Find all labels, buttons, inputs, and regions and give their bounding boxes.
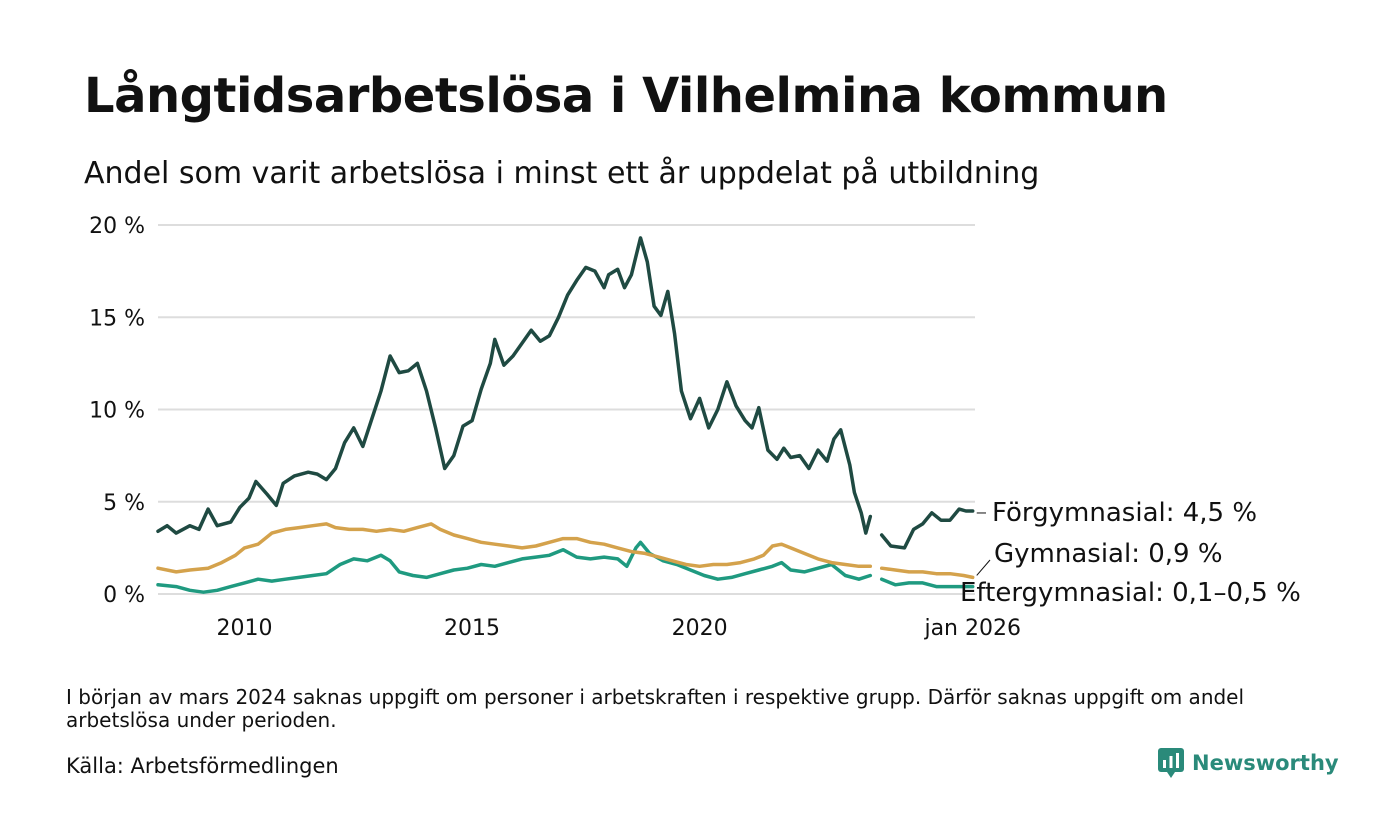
y-tick-label: 20 %	[89, 214, 145, 239]
source-credit: Källa: Arbetsförmedlingen	[66, 754, 339, 778]
x-tick-label: 2020	[672, 616, 728, 641]
grid-lines	[158, 224, 975, 595]
y-tick-label: 10 %	[89, 399, 145, 424]
series-label-förgymnasial: Förgymnasial: 4,5 %	[992, 498, 1257, 528]
series-lines	[156, 236, 975, 594]
x-tick-label: 2010	[216, 616, 272, 641]
x-tick-label: 2015	[444, 616, 500, 641]
series-line-förgymnasial	[879, 507, 975, 550]
series-line-gymnasial	[879, 566, 975, 580]
brand-logo[interactable]: Newsworthy	[1158, 748, 1339, 778]
series-label-gymnasial: Gymnasial: 0,9 %	[994, 539, 1223, 569]
label-leader-line	[976, 559, 991, 576]
series-line-förgymnasial	[156, 236, 873, 535]
series-end-labels: Förgymnasial: 4,5 % Gymnasial: 0,9 % Efter…	[960, 498, 1301, 608]
y-tick-label: 15 %	[89, 306, 145, 331]
x-tick-label: jan 2026	[923, 616, 1021, 641]
line-chart: 0 %5 %10 %15 %20 % 2010 2015 2020 jan 2026 …	[89, 214, 1301, 641]
x-axis-ticks: 2010 2015 2020 jan 2026	[216, 616, 1021, 641]
chart-title: Långtidsarbetslösa i Vilhelmina kommun	[84, 68, 1168, 124]
series-label-eftergymnasial: Eftergymnasial: 0,1–0,5 %	[960, 578, 1301, 608]
chart-subtitle: Andel som varit arbetslösa i minst ett å…	[84, 156, 1040, 191]
y-tick-label: 5 %	[103, 491, 145, 516]
y-axis-ticks: 0 % 5 % 10 % 15 % 20 %	[89, 214, 145, 608]
series-line-eftergymnasial	[156, 540, 873, 594]
y-tick-label: 0 %	[103, 583, 145, 608]
series-line-gymnasial	[156, 522, 873, 574]
newsworthy-logo-icon	[1158, 748, 1184, 778]
series-line-eftergymnasial	[879, 577, 975, 589]
brand-name: Newsworthy	[1192, 751, 1339, 775]
chart-note: I början av mars 2024 saknas uppgift om …	[66, 685, 1245, 732]
